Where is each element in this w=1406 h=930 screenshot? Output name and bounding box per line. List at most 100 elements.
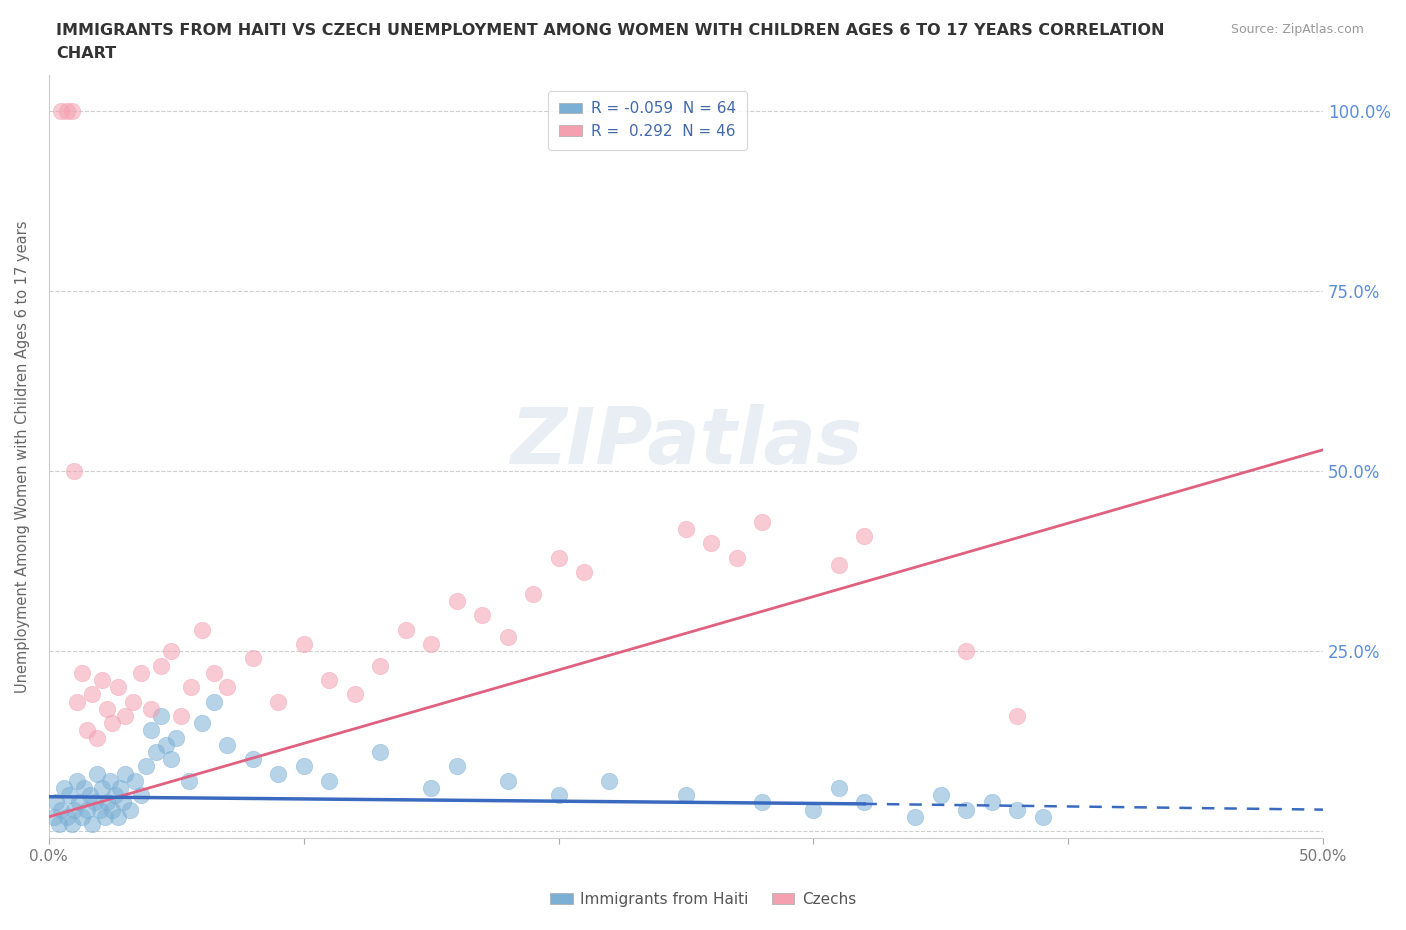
Point [107,809,129,824]
Point [675,788,697,803]
Point [700,536,723,551]
Point [149,658,172,673]
Point [60,104,83,119]
Point [368,658,391,673]
Point [66,694,89,709]
Point [55,104,77,119]
Point [446,593,468,608]
Point [318,672,340,687]
Point [496,774,519,789]
Point [267,694,290,709]
Point [48,817,70,831]
Point [101,803,124,817]
Point [55,809,77,824]
Point [803,803,825,817]
Point [190,716,212,731]
Point [204,694,226,709]
Point [80,687,103,702]
Point [1032,809,1054,824]
Point [76,803,98,817]
Point [66,774,89,789]
Point [242,651,264,666]
Point [828,780,851,795]
Point [129,666,152,681]
Point [522,586,544,601]
Point [980,795,1002,810]
Point [96,701,118,716]
Point [79,788,101,803]
Point [135,759,157,774]
Point [420,780,443,795]
Point [496,630,519,644]
Point [83,795,105,810]
Point [217,737,239,752]
Point [108,780,131,795]
Legend: R = -0.059  N = 64, R =  0.292  N = 46: R = -0.059 N = 64, R = 0.292 N = 46 [548,91,747,150]
Point [114,709,136,724]
Point [292,759,315,774]
Point [63,803,86,817]
Text: ZIPatlas: ZIPatlas [510,404,862,480]
Point [170,709,193,724]
Point [572,565,595,579]
Point [446,759,468,774]
Point [104,788,127,803]
Point [177,774,200,789]
Point [471,608,494,623]
Point [155,737,177,752]
Point [139,701,162,716]
Point [129,788,152,803]
Point [725,551,748,565]
Point [343,687,366,702]
Point [1007,803,1029,817]
Point [114,766,136,781]
Point [929,788,952,803]
Point [94,809,117,824]
Point [70,666,93,681]
Point [86,730,108,745]
Point [675,522,697,537]
Point [76,723,98,737]
Text: IMMIGRANTS FROM HAITI VS CZECH UNEMPLOYMENT AMONG WOMEN WITH CHILDREN AGES 6 TO : IMMIGRANTS FROM HAITI VS CZECH UNEMPLOYM… [56,23,1164,38]
Point [101,716,124,731]
Point [107,680,129,695]
Point [394,622,416,637]
Point [51,803,73,817]
Point [145,745,167,760]
Point [318,774,340,789]
Point [67,795,90,810]
Point [80,817,103,831]
Point [180,680,202,695]
Point [190,622,212,637]
Point [598,774,620,789]
Point [204,666,226,681]
Point [91,780,114,795]
Point [547,551,569,565]
Point [124,774,146,789]
Point [53,780,76,795]
Point [904,809,927,824]
Point [368,745,391,760]
Point [96,795,118,810]
Point [853,528,876,543]
Point [91,672,114,687]
Point [955,803,977,817]
Point [1007,709,1029,724]
Point [73,780,96,795]
Text: Source: ZipAtlas.com: Source: ZipAtlas.com [1230,23,1364,36]
Point [165,730,187,745]
Point [217,680,239,695]
Point [751,514,773,529]
Point [45,795,67,810]
Point [51,104,73,119]
Point [751,795,773,810]
Point [160,644,183,658]
Y-axis label: Unemployment Among Women with Children Ages 6 to 17 years: Unemployment Among Women with Children A… [15,220,30,693]
Point [120,803,142,817]
Point [547,788,569,803]
Point [828,557,851,572]
Text: CHART: CHART [56,46,117,61]
Point [111,795,134,810]
Point [242,751,264,766]
Point [267,766,290,781]
